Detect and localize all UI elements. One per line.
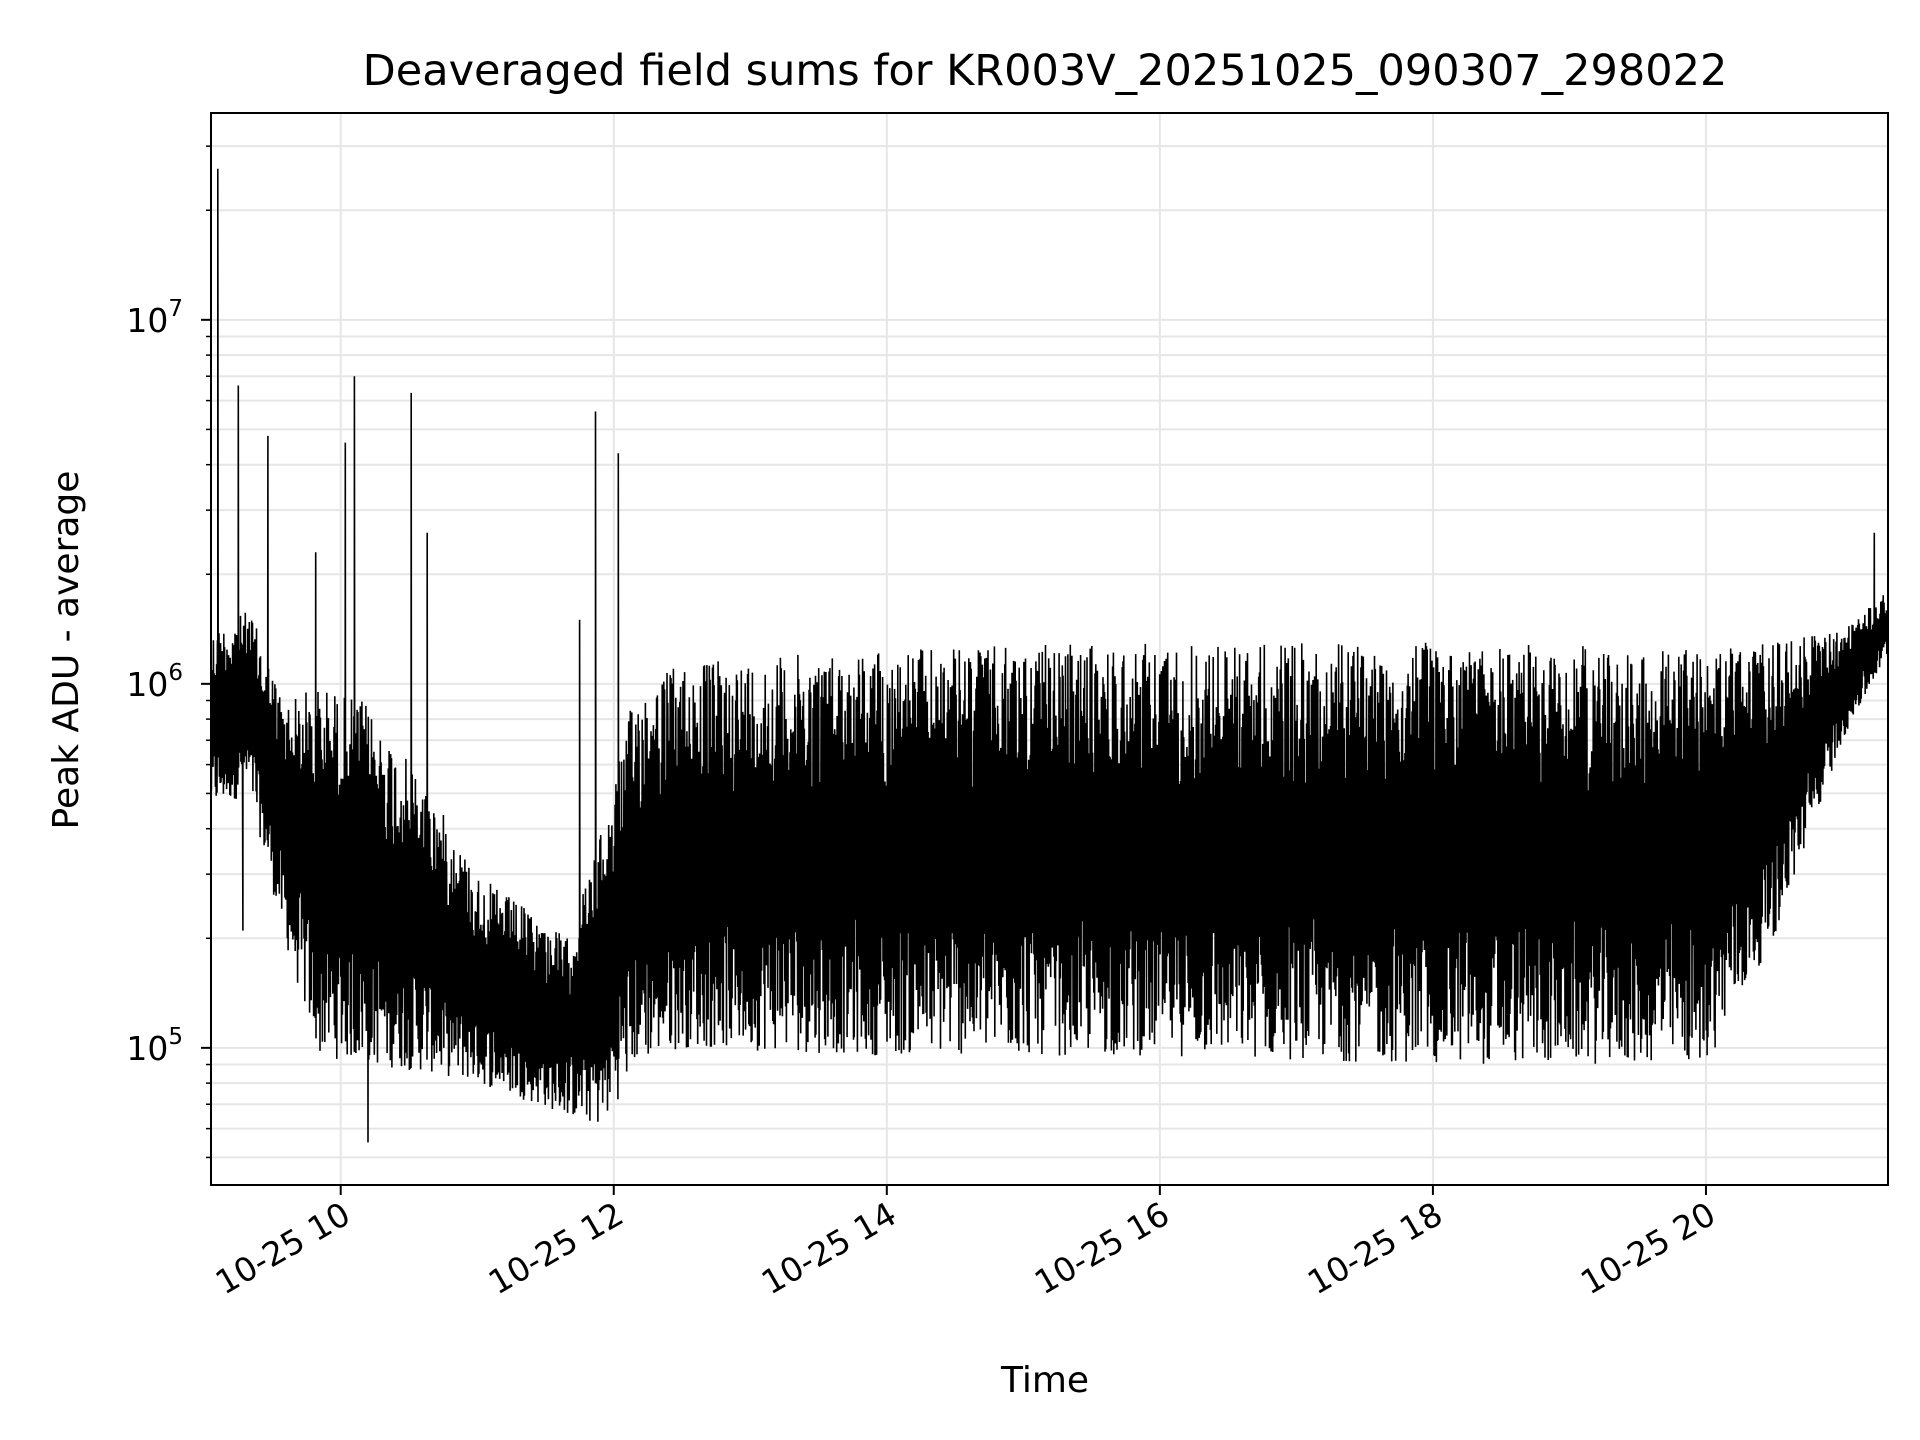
y-tick-label: 106 [126, 660, 183, 704]
chart-title: Deaveraged field sums for KR003V_2025102… [363, 46, 1728, 96]
axes-frame [210, 112, 1889, 1186]
series-line [211, 168, 1888, 1143]
y-tick-label: 107 [126, 296, 183, 340]
plot-area [211, 168, 1888, 1143]
y-tick-label: 105 [126, 1024, 183, 1068]
y-axis: 105 106 107 [126, 145, 211, 1159]
x-axis-label: Time [1000, 1360, 1089, 1401]
y-axis-label: Peak ADU - average [46, 471, 87, 830]
